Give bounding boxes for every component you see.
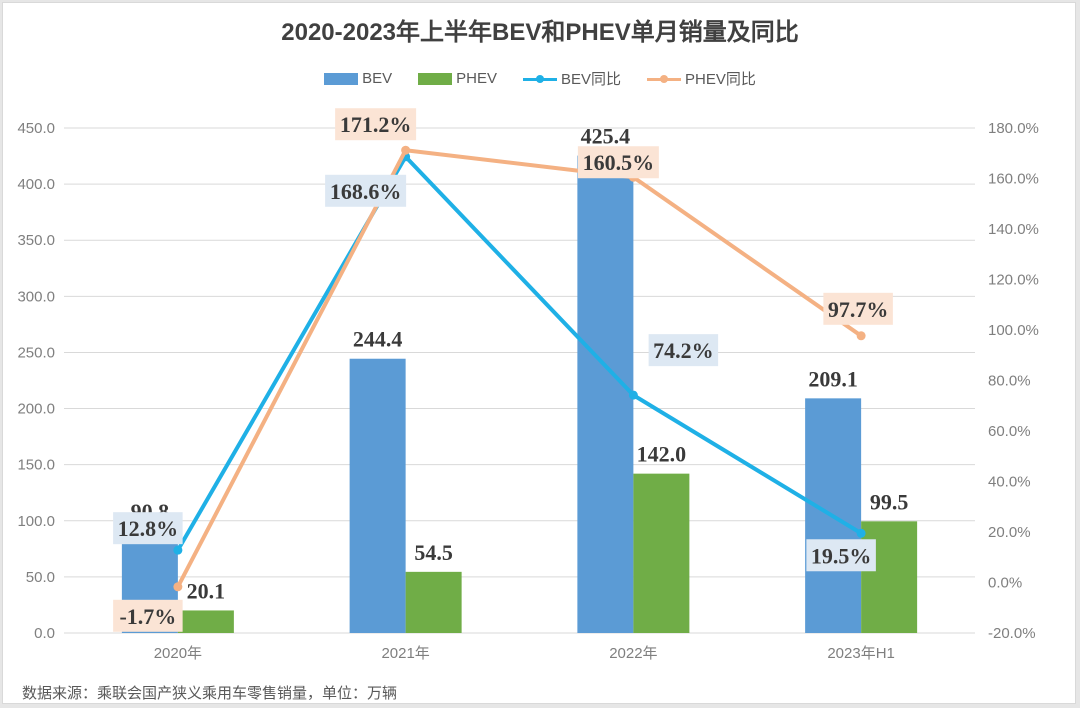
bar-phev (861, 521, 918, 633)
left-tick-label: 300.0 (17, 288, 55, 305)
right-tick-label: 100.0% (988, 322, 1039, 339)
legend-swatch-bev (324, 72, 359, 85)
legend-item-bev[interactable]: BEV (324, 68, 392, 89)
line-data-label: 12.8% (118, 516, 179, 541)
right-tick-label: -20.0% (988, 625, 1036, 642)
right-tick-label: 40.0% (988, 474, 1031, 491)
line-data-label: 168.6% (330, 179, 402, 204)
lines (173, 145, 866, 592)
left-axis-ticks: 0.0 50.0 100.0 150.0 200.0 250.0 300.0 350.0 400… (17, 120, 55, 642)
legend-item-phev[interactable]: PHEV (418, 68, 497, 89)
bar-bev (577, 155, 634, 633)
line-marker (401, 145, 411, 155)
left-tick-label: 0.0 (34, 625, 55, 642)
legend-item-bev-yoy[interactable]: BEV同比 (523, 68, 621, 89)
x-tick-label: 2023年H1 (827, 645, 895, 662)
legend-label-phev: PHEV (456, 70, 497, 87)
line-label-bg (577, 146, 659, 179)
data-labels: 90.8244.4425.4209.120.154.5142.099.512.8… (113, 108, 908, 632)
legend-swatch-phev-yoy (647, 73, 682, 85)
left-tick-label: 100.0 (17, 513, 55, 530)
line-data-label: 171.2% (340, 112, 412, 137)
bar-data-label: 209.1 (808, 366, 858, 391)
line-label-bg (113, 512, 183, 545)
left-tick-label: 400.0 (17, 176, 55, 193)
bar-data-label: 244.4 (353, 327, 403, 352)
left-tick-label: 50.0 (26, 569, 55, 586)
x-axis-ticks: 2020年 2021年 2022年 2023年H1 (154, 645, 895, 662)
line-label-bg (648, 334, 719, 367)
bar-phev (633, 473, 690, 633)
legend-item-phev-yoy[interactable]: PHEV同比 (647, 68, 756, 89)
line-marker (628, 390, 638, 400)
legend-label-phev-yoy: PHEV同比 (685, 71, 756, 88)
line-data-label: 19.5% (811, 543, 872, 568)
line-data-label: 97.7% (828, 297, 889, 322)
source-note: 数据来源：乘联会国产狭义乘用车零售销量，单位：万辆 (22, 685, 398, 702)
line-marker (173, 545, 183, 555)
line-label-bg (335, 108, 417, 141)
bar-bev (349, 358, 406, 633)
right-tick-label: 60.0% (988, 423, 1031, 440)
line-marker (173, 582, 183, 592)
bar-data-label: 20.1 (187, 578, 226, 603)
x-tick-label: 2022年 (609, 645, 657, 662)
line-label-bg (806, 539, 876, 572)
legend-label-bev-yoy: BEV同比 (561, 71, 622, 88)
right-tick-label: 0.0% (988, 575, 1022, 592)
bars (121, 155, 918, 633)
right-axis-ticks: -20.0% 0.0% 20.0% 40.0% 60.0% 80.0% 100.0% 120.… (988, 120, 1039, 642)
bar-phev (405, 571, 462, 633)
bar-data-label: 54.5 (414, 540, 453, 565)
bar-data-label: 99.5 (870, 489, 909, 514)
legend-label-bev: BEV (362, 70, 393, 87)
line-marker (856, 528, 866, 538)
x-tick-label: 2021年 (381, 645, 429, 662)
line-data-label: 160.5% (583, 150, 655, 175)
left-tick-label: 250.0 (17, 344, 55, 361)
right-tick-label: 160.0% (988, 171, 1039, 188)
x-tick-label: 2020年 (154, 645, 202, 662)
left-tick-label: 450.0 (17, 120, 55, 137)
line-label-bg (823, 292, 893, 325)
chart-legend: BEV PHEV BEV同比 PHEV同比 (0, 68, 1080, 89)
line-phev-yoy (176, 148, 863, 588)
right-tick-label: 180.0% (988, 120, 1039, 137)
legend-swatch-bev-yoy (523, 73, 557, 85)
line-marker (856, 331, 866, 341)
right-tick-label: 120.0% (988, 272, 1039, 289)
left-tick-label: 200.0 (17, 401, 55, 418)
line-data-label: -1.7% (119, 604, 176, 629)
chart-title: 2020-2023年上半年BEV和PHEV单月销量及同比 (281, 19, 799, 46)
left-tick-label: 350.0 (17, 232, 55, 249)
left-tick-label: 150.0 (17, 457, 55, 474)
line-label-bg (113, 599, 183, 632)
bar-phev (177, 610, 234, 633)
right-tick-label: 20.0% (988, 524, 1031, 541)
legend-swatch-phev (418, 72, 453, 85)
right-tick-label: 80.0% (988, 373, 1031, 390)
line-data-label: 74.2% (653, 338, 714, 363)
line-bev-yoy (176, 154, 863, 552)
bar-data-label: 142.0 (637, 442, 687, 467)
line-label-bg (325, 174, 407, 207)
bar-data-label: 425.4 (581, 124, 631, 149)
right-tick-label: 140.0% (988, 221, 1039, 238)
